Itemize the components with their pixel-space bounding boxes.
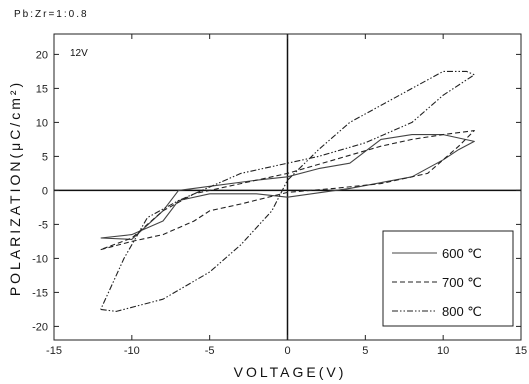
legend: 600 ℃ 700 ℃ 800 ℃ (382, 230, 514, 327)
x-tick-labels: -15 -10 -5 0 5 10 15 (46, 345, 527, 357)
y-tick-label: -20 (32, 321, 48, 333)
legend-label-2: 700 ℃ (442, 275, 482, 290)
y-tick-labels: -20 -15 -10 -5 0 5 10 15 20 (32, 49, 48, 333)
legend-label-1: 600 ℃ (442, 246, 482, 261)
x-tick-label: 0 (284, 345, 290, 357)
voltage-annotation: 12V (70, 48, 88, 59)
zero-axes (54, 34, 521, 340)
series-layer (100, 70, 475, 312)
x-tick-label: 10 (437, 345, 449, 357)
y-axis-title: POLARIZATION(μC/cm²) (7, 80, 23, 296)
x-axis-title: VOLTAGE(V) (234, 364, 347, 380)
chart-subtitle: Pb:Zr=1:0.8 (14, 9, 89, 20)
y-tick-label: -5 (38, 219, 48, 231)
series-line-2 (100, 130, 475, 251)
legend-label-3: 800 ℃ (442, 304, 482, 319)
tick-marks (53, 34, 522, 340)
legend-box (382, 230, 514, 327)
x-tick-label: -5 (205, 345, 215, 357)
x-tick-label: 15 (515, 345, 527, 357)
y-tick-label: 20 (36, 49, 48, 61)
series-line-3 (100, 70, 475, 312)
y-tick-label: -15 (32, 287, 48, 299)
y-tick-label: 5 (42, 151, 48, 163)
x-tick-label: -15 (46, 345, 62, 357)
y-tick-label: -10 (32, 253, 48, 265)
y-tick-label: 15 (36, 83, 48, 95)
x-tick-label: -10 (124, 345, 140, 357)
y-tick-label: 10 (36, 117, 48, 129)
y-tick-label: 0 (42, 185, 48, 197)
x-tick-label: 5 (362, 345, 368, 357)
series-line-1 (100, 134, 475, 240)
